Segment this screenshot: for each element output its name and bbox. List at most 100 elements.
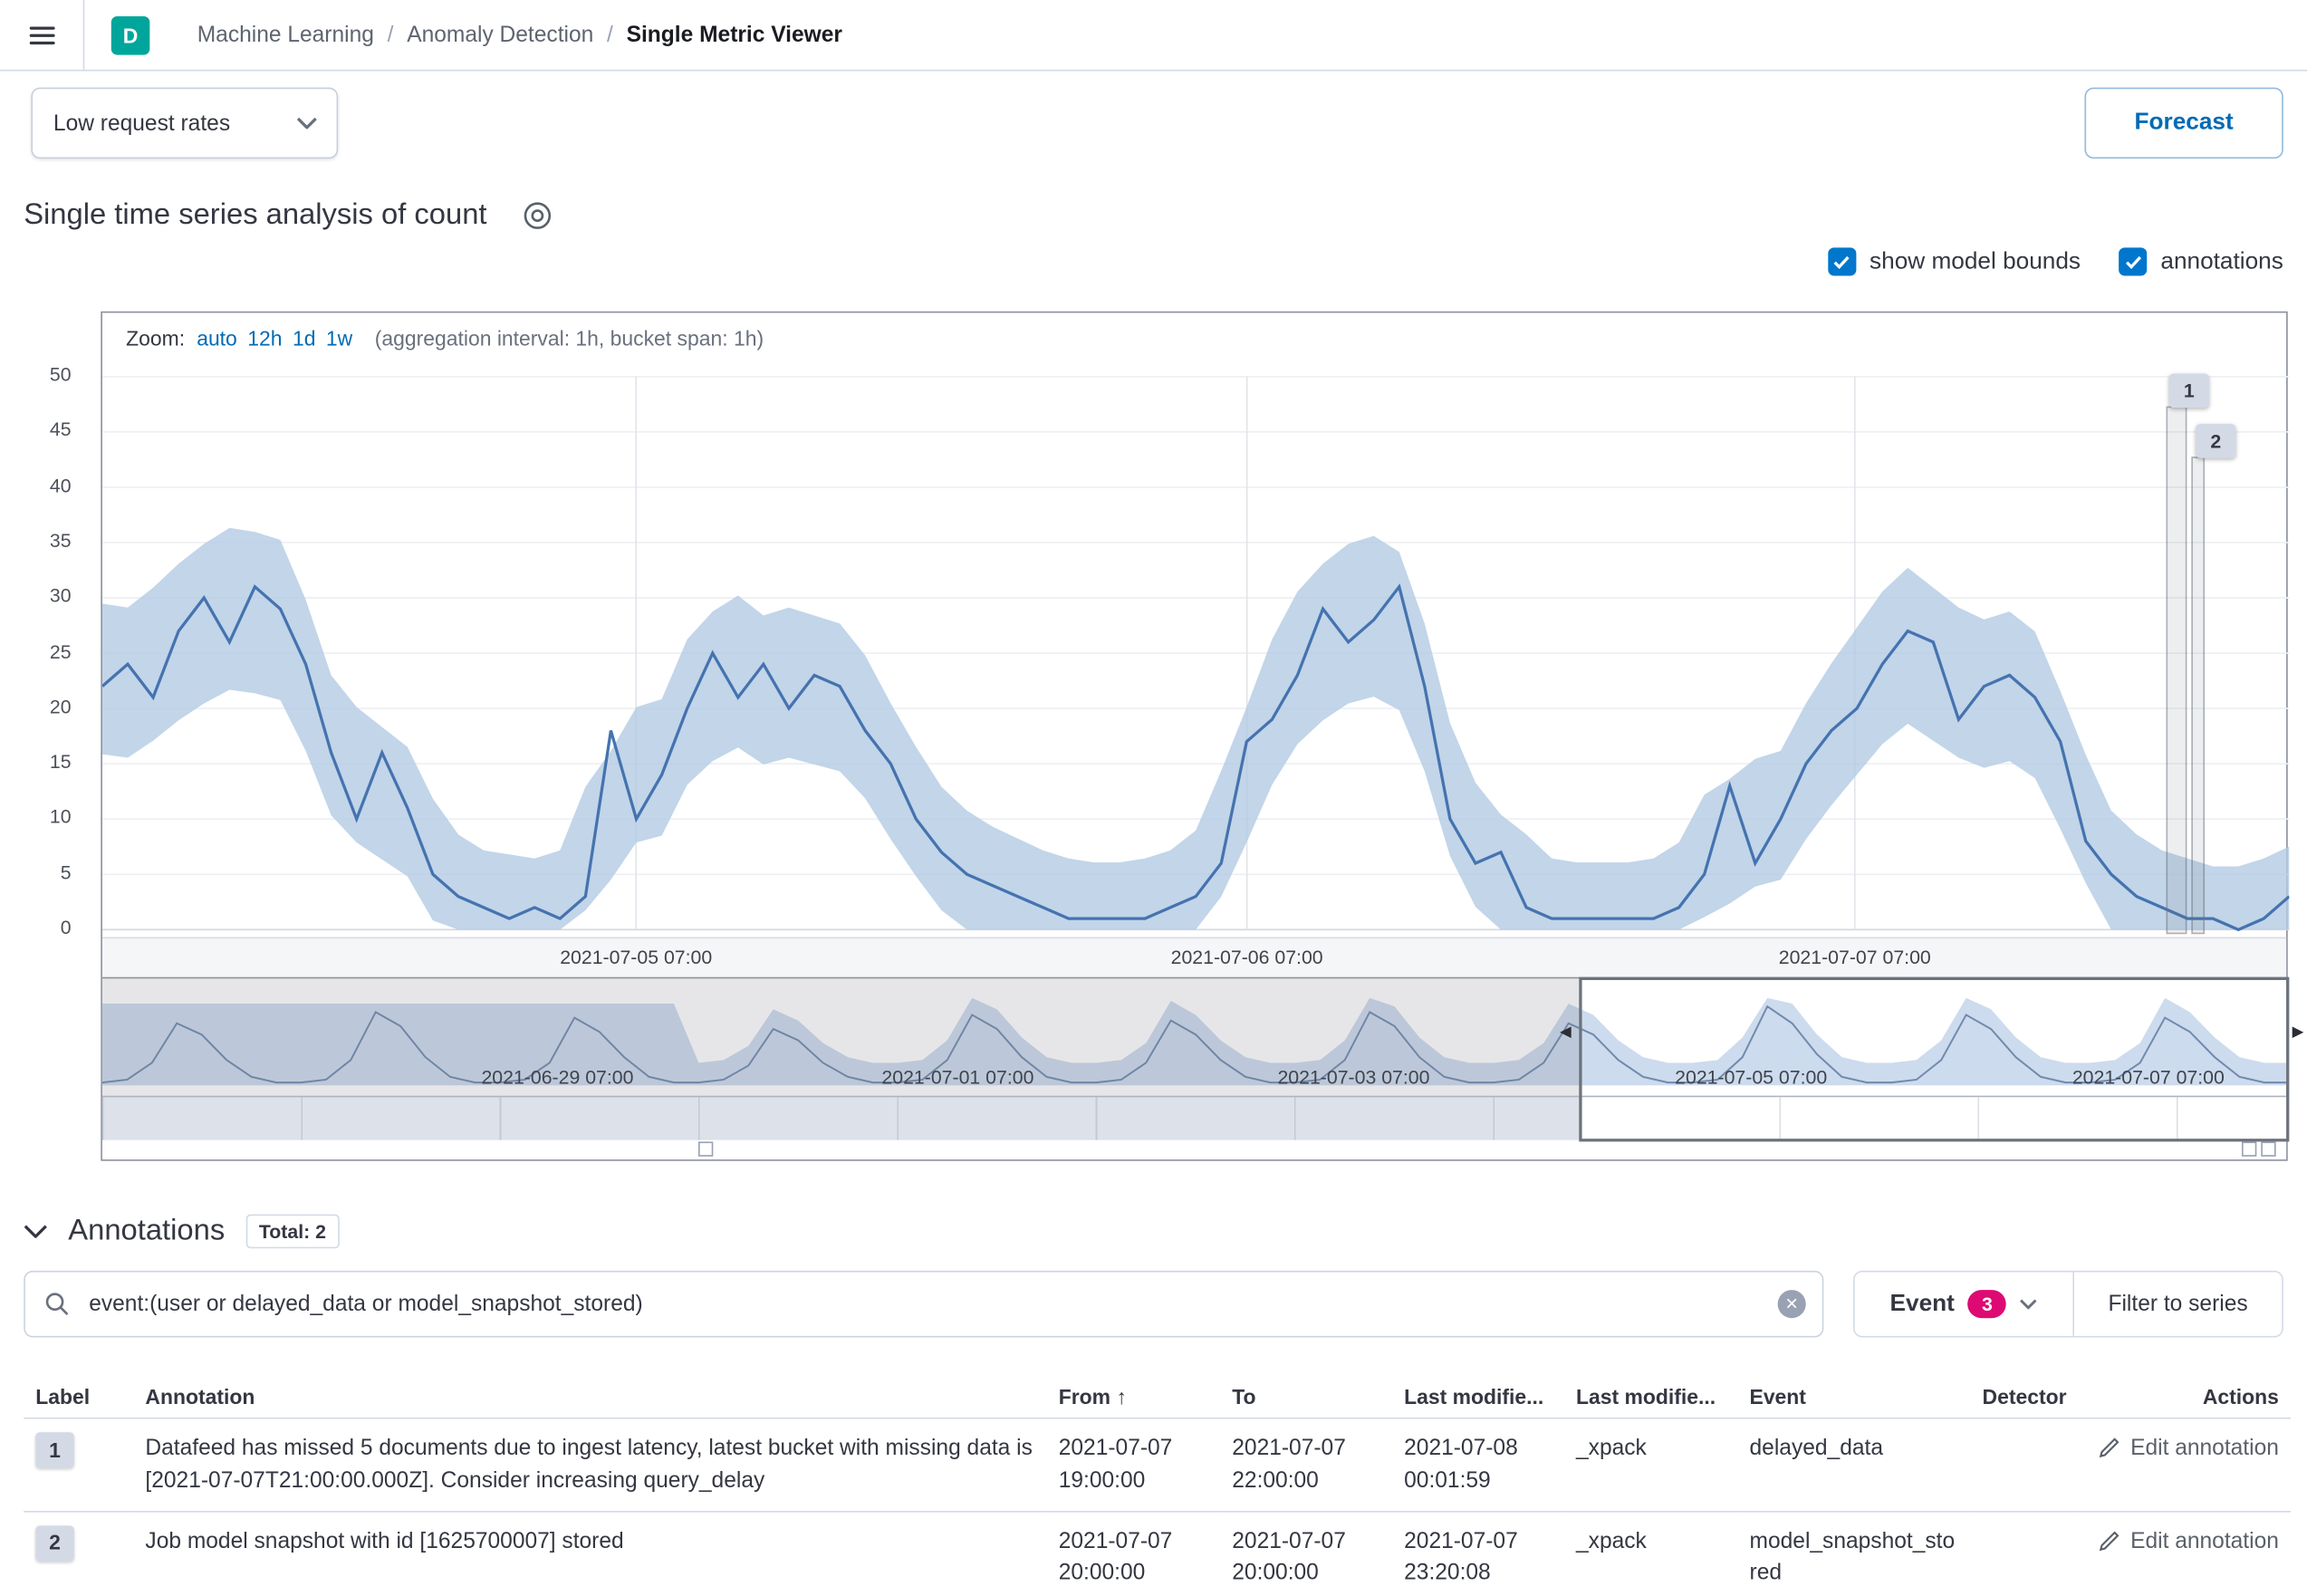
brush-resize-handle[interactable] [2261,1141,2276,1157]
brush-resize-handle[interactable] [2241,1141,2257,1157]
brush-handle-right-icon[interactable]: ▶ [2292,1024,2304,1042]
annotation-cell: Job model snapshot with id [1625700007] … [133,1510,1047,1596]
total-badge: Total: 2 [245,1214,340,1249]
detector-cell [1970,1418,2076,1512]
event-filter-button[interactable]: Event 3 [1854,1272,2075,1336]
annotations-table: Label Annotation From ↑ To Last modifie... Las… [24,1376,2291,1596]
from-cell: 2021-07-07 20:00:00 [1046,1510,1221,1596]
column-header-last-modifie[interactable]: Last modifie... [1392,1376,1564,1419]
context-x-tick-label: 2021-07-05 07:00 [1675,1065,1828,1089]
y-axis-tick-label: 35 [49,529,72,552]
annotation-marker[interactable]: 2 [2196,424,2236,458]
collapse-chevron-icon[interactable] [24,1225,47,1238]
annotations-section: Annotations Total: 2 ✕ Event 3 Filter to… [0,1214,2307,1596]
y-axis-tick-label: 25 [49,639,72,662]
forecast-button[interactable]: Forecast [2084,87,2283,159]
edit-annotation-button[interactable]: Edit annotation [2098,1525,2279,1558]
pencil-icon [2099,1531,2120,1552]
page-title: Single time series analysis of count [24,198,487,232]
column-header-from[interactable]: From ↑ [1046,1376,1221,1419]
event-filter-label: Event [1889,1290,1955,1316]
event-cell: delayed_data [1737,1418,1971,1512]
zoom-link-1w[interactable]: 1w [325,325,353,350]
option-show-model-bounds[interactable]: show model bounds [1828,247,2081,276]
bullseye-icon[interactable] [523,200,553,231]
space-badge[interactable]: D [111,15,150,54]
search-input[interactable] [85,1290,1778,1319]
breadcrumb: Machine Learning / Anomaly Detection / Singl… [197,23,842,48]
y-axis-tick-label: 40 [49,474,72,496]
column-header-detector[interactable]: Detector [1970,1376,2076,1419]
y-axis-tick-label: 30 [49,584,72,607]
title-row: Single time series analysis of count [24,198,2307,233]
column-header-event[interactable]: Event [1737,1376,1971,1419]
zoom-link-1d[interactable]: 1d [292,325,316,350]
annotation-band [2166,406,2187,935]
modified-by-cell: _xpack [1563,1510,1738,1596]
context-chart[interactable]: 2021-06-29 07:00 2021-07-01 07:00 2021-07-… [101,976,2287,1096]
column-header-last-modifie[interactable]: Last modifie... [1563,1376,1738,1419]
zoom-link-12h[interactable]: 12h [247,325,283,350]
column-header-actions[interactable]: Actions [2075,1376,2291,1419]
annotation-band [2191,457,2206,935]
annotation-row: 2 Job model snapshot with id [1625700007]… [24,1510,2291,1596]
zoom-label: Zoom: [126,325,186,350]
toolbar-row: Low request rates Forecast [0,72,2307,159]
brush-resize-handle[interactable] [697,1141,714,1157]
annotations-heading: Annotations [68,1214,226,1247]
label-cell: 2 [24,1510,134,1596]
checkbox-checked-icon[interactable] [1828,247,1857,276]
annotation-marker[interactable]: 1 [2168,373,2209,409]
zoom-links: auto 12h 1d 1w [197,325,362,349]
option-label: show model bounds [1870,248,2081,274]
detector-cell [1970,1510,2076,1596]
event-count-badge: 3 [1967,1290,2007,1319]
clear-search-button[interactable]: ✕ [1777,1290,1806,1319]
breadcrumb-item[interactable]: Machine Learning [197,22,374,48]
brush-handle-left-icon[interactable]: ◀ [1560,1024,1572,1042]
menu-button[interactable] [0,0,85,70]
job-selector[interactable]: Low request rates [31,87,339,159]
modified-by-cell: _xpack [1563,1418,1738,1512]
breadcrumb-separator: / [607,22,613,48]
to-cell: 2021-07-07 20:00:00 [1220,1510,1393,1596]
modified-date-cell: 2021-07-07 23:20:08 [1392,1510,1564,1596]
y-axis-tick-label: 5 [60,860,72,884]
x-axis-tick-label: 2021-07-07 07:00 [1778,946,1931,968]
zoom-link-auto[interactable]: auto [197,325,237,350]
time-lane-selected [1580,1097,2290,1140]
zoom-row: Zoom: auto 12h 1d 1w (aggregation interval:… [102,312,2286,361]
y-axis-tick-label: 15 [49,750,72,773]
annotations-search-row: ✕ Event 3 Filter to series [24,1270,2283,1338]
annotation-label-badge: 2 [35,1524,74,1561]
sort-arrow-icon: ↑ [1116,1384,1128,1409]
actions-cell: Edit annotation [2075,1510,2291,1596]
column-header-annotation[interactable]: Annotation [133,1376,1047,1419]
column-header-to[interactable]: To [1220,1376,1393,1419]
filter-to-series-button[interactable]: Filter to series [2074,1272,2283,1336]
edit-annotation-button[interactable]: Edit annotation [2098,1432,2279,1465]
annotation-cell: Datafeed has missed 5 documents due to i… [133,1418,1047,1512]
context-x-tick-label: 2021-06-29 07:00 [481,1065,634,1089]
table-header-row: Label Annotation From ↑ To Last modifie... Las… [24,1376,2291,1419]
actions-cell: Edit annotation [2075,1418,2291,1512]
column-header-label[interactable]: Label [24,1376,134,1419]
event-cell: model_snapshot_stored [1737,1510,1971,1596]
focus-chart-svg [101,375,2290,932]
breadcrumb-item: Single Metric Viewer [626,22,842,48]
context-x-tick-label: 2021-07-03 07:00 [1277,1065,1430,1089]
breadcrumb-item[interactable]: Anomaly Detection [407,22,594,48]
y-axis-tick-label: 45 [49,418,72,441]
y-axis-labels: 0 5 10 15 20 25 30 35 40 45 50 [0,361,86,938]
option-annotations[interactable]: annotations [2119,247,2283,276]
y-axis-tick-label: 10 [49,805,72,829]
brush-footer [101,1139,2287,1160]
checkbox-checked-icon[interactable] [2119,247,2148,276]
context-unselected-shade [101,978,1581,1096]
chevron-down-icon [296,117,317,130]
x-axis-tick-label: 2021-07-05 07:00 [560,946,713,968]
y-axis-tick-label: 50 [49,363,72,386]
breadcrumb-separator: / [387,22,394,48]
zoom-info: (aggregation interval: 1h, bucket span: … [374,325,764,350]
